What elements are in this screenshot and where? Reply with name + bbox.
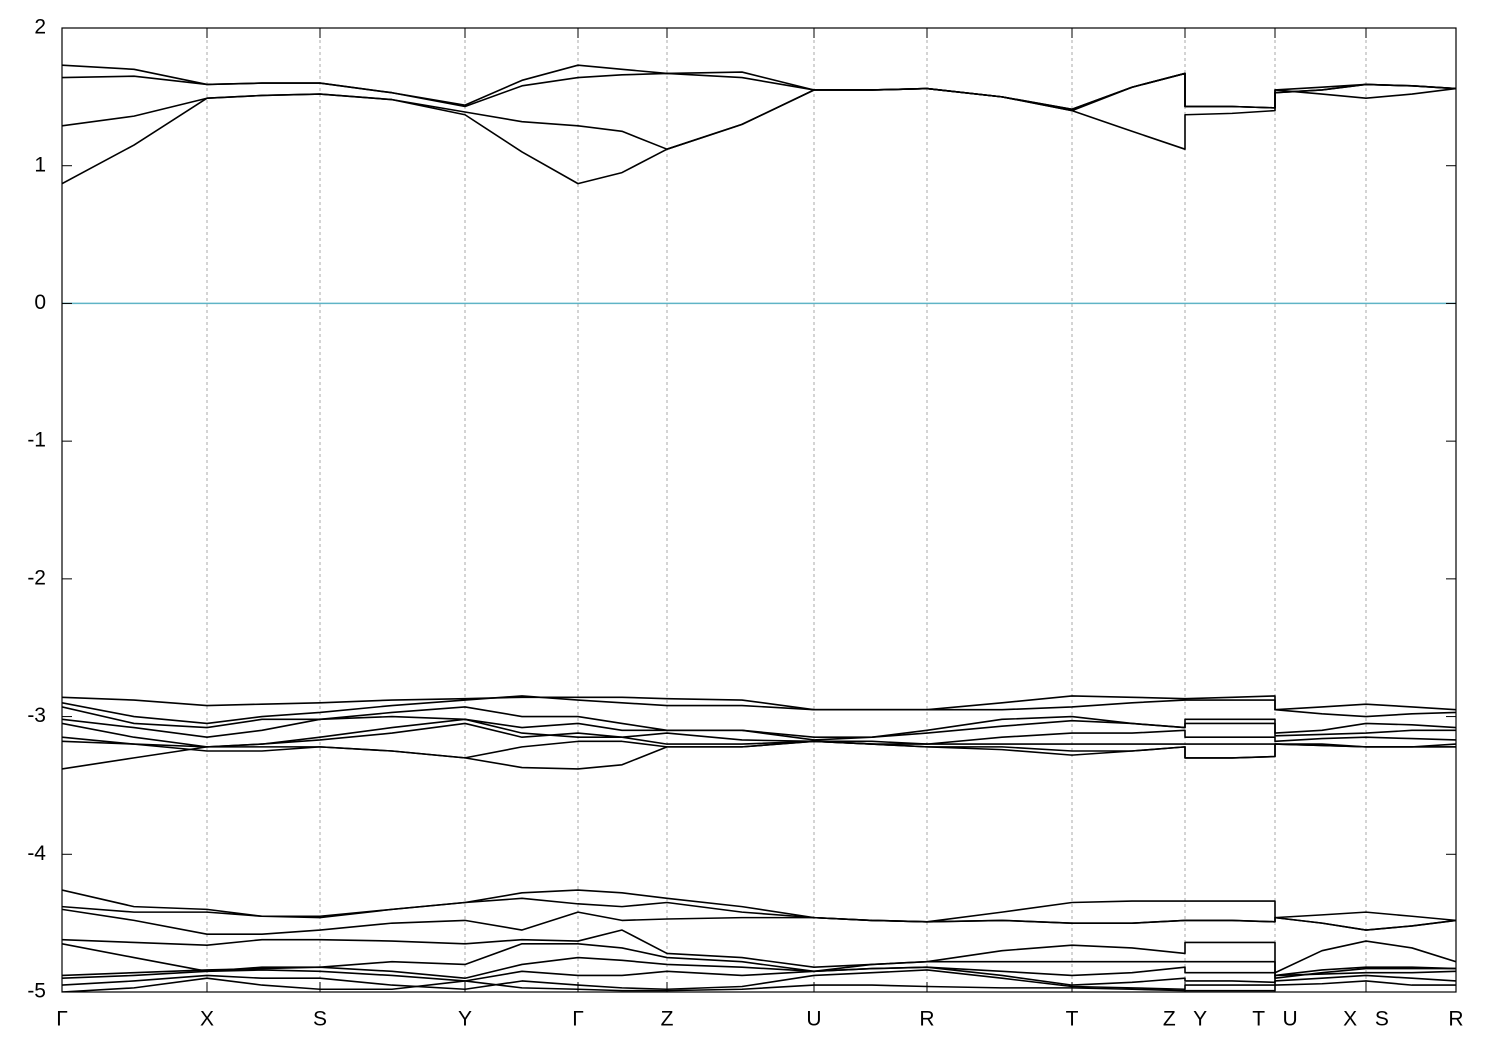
y-tick-label: -3 <box>27 704 46 727</box>
y-tick-label: 0 <box>34 291 46 314</box>
x-tick-label: S <box>313 1008 327 1031</box>
x-tick-label: X <box>200 1008 214 1031</box>
x-tick-label: Γ <box>56 1008 68 1031</box>
y-tick-label: -4 <box>27 842 46 865</box>
band-line <box>62 64 1456 111</box>
x-tick-label: Z Y <box>1163 1008 1207 1031</box>
band-line <box>62 715 1456 741</box>
x-tick-label: X S <box>1343 1008 1389 1031</box>
x-tick-label: Z <box>661 1008 674 1031</box>
y-tick-label: 2 <box>34 16 46 39</box>
x-tick-label: R <box>1448 1008 1463 1031</box>
y-tick-label: -2 <box>27 566 46 589</box>
x-tick-label: Γ <box>572 1008 584 1031</box>
x-tick-label: R <box>919 1008 934 1031</box>
y-tick-label: -1 <box>27 429 46 452</box>
band-line <box>62 718 1456 748</box>
plot-frame <box>61 27 1457 993</box>
band-line <box>62 908 1456 935</box>
x-tick-label: T <box>1066 1008 1079 1031</box>
bands <box>62 64 1456 992</box>
y-tick-label: -5 <box>27 980 46 1003</box>
x-tick-label: Y <box>458 1008 472 1031</box>
x-tick-label: T U <box>1252 1008 1297 1031</box>
band-line <box>62 740 1456 770</box>
x-tick-label: U <box>806 1008 821 1031</box>
band-line <box>62 695 1456 725</box>
y-tick-label: 1 <box>34 153 46 176</box>
band-line <box>62 966 1456 986</box>
axes: 2 1 0 -1 -2 -3 -4 -5 Γ X S Y Γ Z U R T Z Y T U X S R <box>27 16 1463 1031</box>
